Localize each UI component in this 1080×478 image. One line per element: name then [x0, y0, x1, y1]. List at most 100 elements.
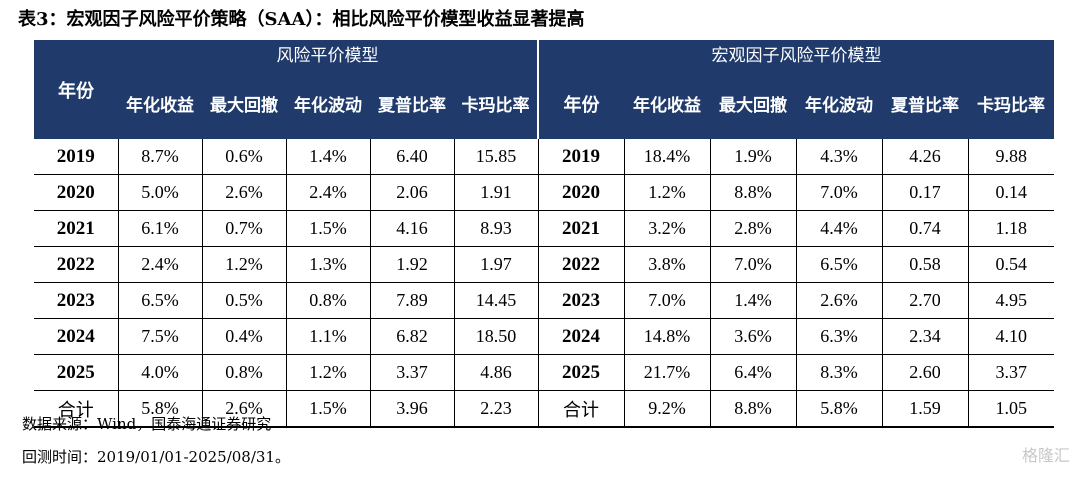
year-cell: 2021: [537, 210, 624, 247]
value-cell: 3.8%: [623, 246, 710, 283]
year-cell: 2025: [34, 354, 118, 391]
value-cell: 0.7%: [201, 210, 286, 247]
header-annual-vol-left: 年化波动: [286, 73, 370, 139]
value-cell: 9.88: [967, 139, 1055, 175]
performance-table: 年份 风险平价模型 宏观因子风险平价模型 年化收益 最大回撤 年化波动 夏普比率…: [34, 40, 1055, 428]
value-cell: 1.92: [369, 246, 454, 283]
year-cell: 2023: [537, 282, 624, 319]
header-sharpe-left: 夏普比率: [370, 73, 454, 139]
year-cell: 2022: [537, 246, 624, 283]
value-cell: 1.5%: [285, 210, 370, 247]
table-row: 2020 5.0% 2.6% 2.4% 2.06 1.91 2020 1.2% 8.8% 7.0%…: [34, 174, 1055, 211]
table-row: 2021 6.1% 0.7% 1.5% 4.16 8.93 2021 3.2% 2.8% 4.4%…: [34, 210, 1055, 247]
year-cell: 2020: [34, 174, 118, 211]
value-cell: 7.0%: [709, 246, 796, 283]
header-annual-vol-right: 年化波动: [796, 73, 882, 139]
value-cell: 0.8%: [201, 354, 286, 391]
value-cell: 3.2%: [623, 210, 710, 247]
year-cell: 2024: [537, 318, 624, 355]
value-cell: 3.37: [967, 354, 1055, 391]
value-cell: 4.86: [453, 354, 538, 391]
value-cell: 7.5%: [117, 318, 202, 355]
value-cell: 3.96: [369, 390, 454, 428]
year-cell: 2022: [34, 246, 118, 283]
value-cell: 1.3%: [285, 246, 370, 283]
year-cell: 2023: [34, 282, 118, 319]
header-max-drawdown-right: 最大回撤: [710, 73, 796, 139]
group-header-risk-parity: 风险平价模型: [118, 40, 539, 73]
year-cell: 2019: [537, 139, 624, 175]
value-cell: 1.59: [881, 390, 968, 428]
value-cell: 7.89: [369, 282, 454, 319]
table-row: 合计 5.8% 2.6% 1.5% 3.96 2.23 合计 9.2% 8.8% 5.8% 1.59…: [34, 390, 1055, 428]
value-cell: 3.6%: [709, 318, 796, 355]
value-cell: 0.17: [881, 174, 968, 211]
table-row: 2025 4.0% 0.8% 1.2% 3.37 4.86 2025 21.7% 6.4% 8.3…: [34, 354, 1055, 391]
value-cell: 1.91: [453, 174, 538, 211]
year-cell: 2019: [34, 139, 118, 175]
table-title: 表3：宏观因子风险平价策略（SAA）：相比风险平价模型收益显著提高: [18, 9, 585, 30]
watermark: 格隆汇: [1021, 446, 1070, 465]
value-cell: 2.6%: [201, 390, 286, 428]
table-row: 2022 2.4% 1.2% 1.3% 1.92 1.97 2022 3.8% 7.0% 6.5%…: [34, 246, 1055, 283]
value-cell: 1.4%: [285, 139, 370, 175]
value-cell: 8.3%: [795, 354, 882, 391]
header-sharpe-right: 夏普比率: [882, 73, 968, 139]
value-cell: 0.14: [967, 174, 1055, 211]
table-row: 2023 6.5% 0.5% 0.8% 7.89 14.45 2023 7.0% 1.4% 2.6…: [34, 282, 1055, 319]
value-cell: 5.0%: [117, 174, 202, 211]
value-cell: 6.1%: [117, 210, 202, 247]
value-cell: 1.05: [967, 390, 1055, 428]
value-cell: 2.4%: [285, 174, 370, 211]
value-cell: 8.8%: [709, 174, 796, 211]
year-header-right: 年份: [538, 73, 624, 139]
value-cell: 6.82: [369, 318, 454, 355]
value-cell: 7.0%: [623, 282, 710, 319]
source-note: 数据来源：Wind，国泰海通证券研究: [22, 415, 272, 433]
group-header-macro-factor: 宏观因子风险平价模型: [538, 40, 1055, 73]
value-cell: 14.8%: [623, 318, 710, 355]
value-cell: 2.70: [881, 282, 968, 319]
value-cell: 7.0%: [795, 174, 882, 211]
backtest-period-note: 回测时间：2019/01/01-2025/08/31。: [22, 448, 290, 466]
value-cell: 8.93: [453, 210, 538, 247]
value-cell: 4.0%: [117, 354, 202, 391]
value-cell: 4.4%: [795, 210, 882, 247]
value-cell: 6.5%: [117, 282, 202, 319]
year-cell: 2024: [34, 318, 118, 355]
value-cell: 1.4%: [709, 282, 796, 319]
value-cell: 0.74: [881, 210, 968, 247]
value-cell: 2.34: [881, 318, 968, 355]
value-cell: 2.23: [453, 390, 538, 428]
value-cell: 4.26: [881, 139, 968, 175]
value-cell: 2.6%: [201, 174, 286, 211]
value-cell: 1.97: [453, 246, 538, 283]
year-cell: 2021: [34, 210, 118, 247]
header-annual-return-right: 年化收益: [624, 73, 710, 139]
value-cell: 6.40: [369, 139, 454, 175]
value-cell: 4.10: [967, 318, 1055, 355]
table-row: 2024 7.5% 0.4% 1.1% 6.82 18.50 2024 14.8% 3.6% 6.…: [34, 318, 1055, 355]
value-cell: 18.50: [453, 318, 538, 355]
value-cell: 0.4%: [201, 318, 286, 355]
value-cell: 2.60: [881, 354, 968, 391]
value-cell: 1.1%: [285, 318, 370, 355]
year-header-left: 年份: [34, 40, 118, 139]
value-cell: 1.2%: [623, 174, 710, 211]
value-cell: 4.3%: [795, 139, 882, 175]
value-cell: 15.85: [453, 139, 538, 175]
value-cell: 21.7%: [623, 354, 710, 391]
value-cell: 6.4%: [709, 354, 796, 391]
value-cell: 6.3%: [795, 318, 882, 355]
value-cell: 0.54: [967, 246, 1055, 283]
value-cell: 1.18: [967, 210, 1055, 247]
header-calmar-right: 卡玛比率: [968, 73, 1055, 139]
value-cell: 1.2%: [201, 246, 286, 283]
year-cell: 合计: [34, 390, 118, 428]
header-annual-return-left: 年化收益: [118, 73, 202, 139]
value-cell: 0.6%: [201, 139, 286, 175]
value-cell: 0.58: [881, 246, 968, 283]
value-cell: 0.5%: [201, 282, 286, 319]
value-cell: 18.4%: [623, 139, 710, 175]
table-row: 2019 8.7% 0.6% 1.4% 6.40 15.85 2019 18.4% 1.9% 4.…: [34, 139, 1055, 175]
